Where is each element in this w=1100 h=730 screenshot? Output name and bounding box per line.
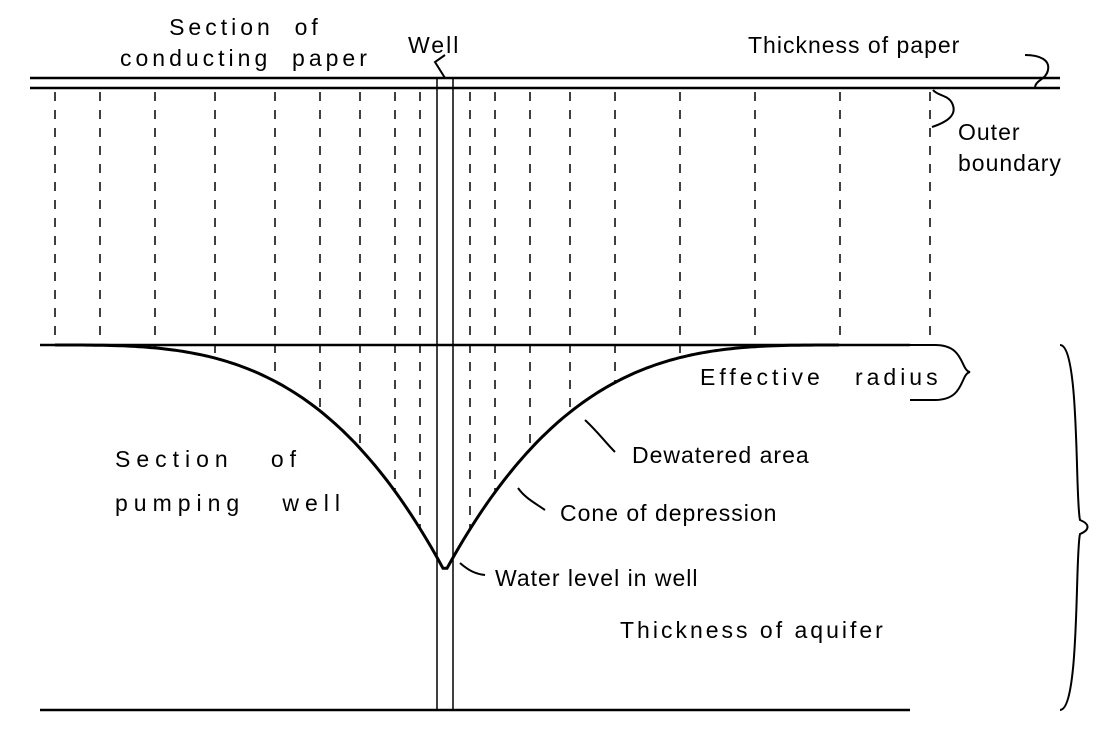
- label-section-conducting-paper: Section of conducting paper: [120, 12, 371, 74]
- label-section-pumping-well: Section of pumping well: [115, 438, 346, 525]
- label-thickness-of-paper: Thickness of paper: [748, 30, 960, 61]
- leader-cone: [518, 488, 545, 510]
- leader-aquifer_brace: [1060, 345, 1088, 710]
- label-well: Well: [408, 30, 460, 61]
- leader-outer_boundary: [932, 90, 954, 127]
- label-dewatered-area: Dewatered area: [632, 440, 810, 471]
- leader-water_level: [460, 563, 485, 575]
- leader-thickness: [1025, 55, 1048, 88]
- diagram-stage: Section of conducting paper Well Thickness…: [0, 0, 1100, 730]
- label-thickness-of-aquifer: Thickness of aquifer: [620, 615, 886, 646]
- label-water-level-in-well: Water level in well: [495, 563, 698, 594]
- label-cone-of-depression: Cone of depression: [560, 498, 777, 529]
- label-outer-boundary: Outer boundary: [958, 117, 1062, 179]
- leader-dewatered: [585, 420, 615, 452]
- label-effective-radius: Effective radius: [700, 362, 942, 393]
